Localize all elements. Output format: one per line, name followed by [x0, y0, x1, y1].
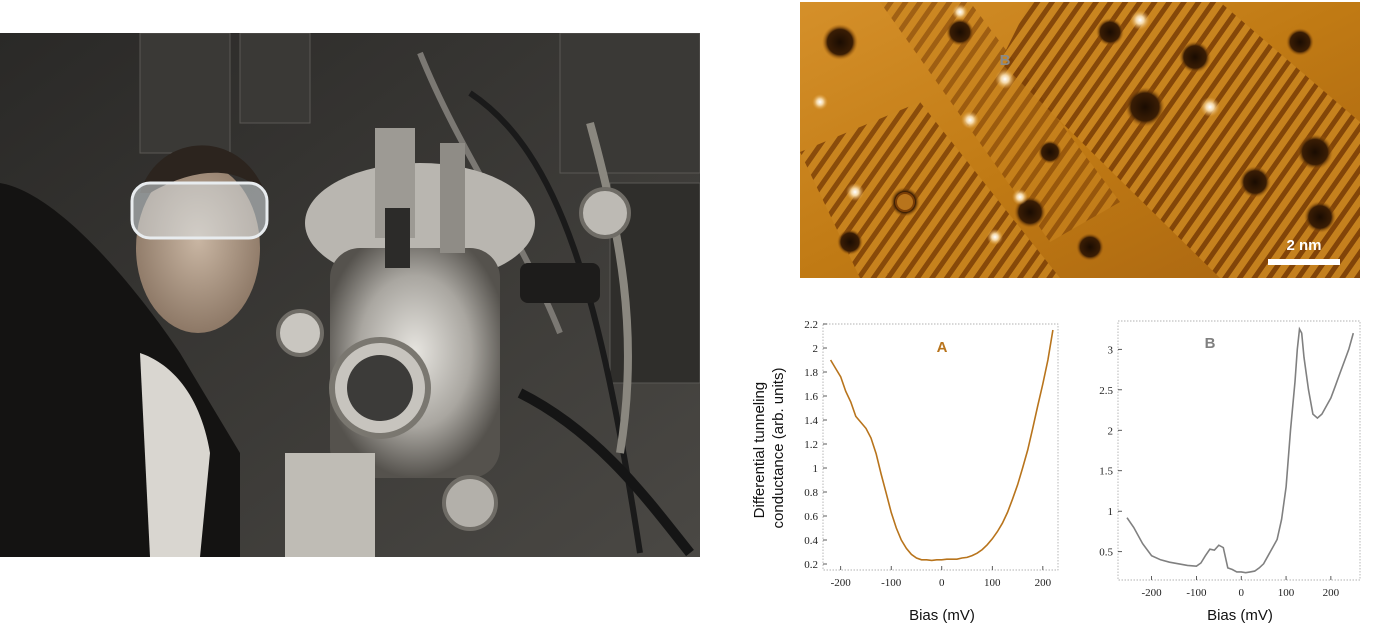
b-y-tick-label-3: 2 — [1108, 425, 1114, 437]
a-y-tick-label-1: 0.4 — [804, 535, 818, 547]
plot-b-title: B — [1205, 335, 1216, 352]
a-x-tick-label-4: 200 — [1035, 577, 1052, 589]
spectrum-plot-b: 0.5 1 1.5 2 2.5 3 -200 -100 0 100 200 B Bias (mV) — [1080, 318, 1395, 635]
plot-a-x-axis-label: Bias (mV) — [909, 607, 975, 624]
a-x-tick-label-2: 0 — [939, 577, 945, 589]
a-y-tick-label-6: 1.4 — [804, 415, 818, 427]
series-b-line — [1127, 329, 1353, 573]
b-x-tick-label-0: -200 — [1142, 587, 1163, 599]
b-x-tick-label-4: 200 — [1323, 587, 1340, 599]
a-y-tick-label-5: 1.2 — [804, 439, 818, 451]
site-a-marker — [896, 193, 914, 211]
a-y-tick-label-2: 0.6 — [804, 511, 818, 523]
b-y-tick-label-0: 0.5 — [1099, 547, 1113, 559]
scale-bar-label: 2 nm — [1286, 237, 1321, 254]
plot-b-x-axis-label: Bias (mV) — [1207, 607, 1273, 624]
b-x-tick-label-2: 0 — [1238, 587, 1244, 599]
a-x-tick-label-3: 100 — [984, 577, 1001, 589]
plot-a-frame — [823, 324, 1058, 570]
a-y-tick-label-0: 0.2 — [804, 559, 818, 571]
a-y-tick-label-10: 2.2 — [804, 319, 818, 331]
a-y-tick-label-7: 1.6 — [804, 391, 818, 403]
a-x-tick-label-0: -200 — [831, 577, 852, 589]
b-y-tick-label-1: 1 — [1108, 506, 1114, 518]
lab-photo — [0, 33, 700, 557]
a-y-tick-label-9: 2 — [813, 343, 819, 355]
plot-a-title: A — [937, 339, 948, 356]
a-y-tick-label-8: 1.8 — [804, 367, 818, 379]
b-x-tick-label-3: 100 — [1278, 587, 1295, 599]
a-y-tick-label-3: 0.8 — [804, 487, 818, 499]
b-x-tick-label-1: -100 — [1186, 587, 1207, 599]
stm-topography-image: B 2 nm — [800, 2, 1360, 278]
b-y-tick-label-5: 3 — [1108, 344, 1114, 356]
scale-bar — [1268, 259, 1340, 265]
b-y-tick-label-4: 2.5 — [1099, 385, 1113, 397]
a-y-tick-label-4: 1 — [813, 463, 819, 475]
plot-a-y-axis-label: Differential tunneling conductance (arb.… — [751, 368, 787, 529]
site-b-label: B — [1000, 52, 1011, 69]
series-a-line — [831, 330, 1053, 560]
spectrum-plot-a: 0.2 0.4 0.6 0.8 1 1.2 1.4 1.6 1.8 2 2.2 -200 -100 0 1… — [745, 318, 1080, 635]
plot-b-frame — [1118, 321, 1360, 580]
a-x-tick-label-1: -100 — [881, 577, 902, 589]
b-y-tick-label-2: 1.5 — [1099, 466, 1113, 478]
safety-glasses — [132, 183, 267, 238]
